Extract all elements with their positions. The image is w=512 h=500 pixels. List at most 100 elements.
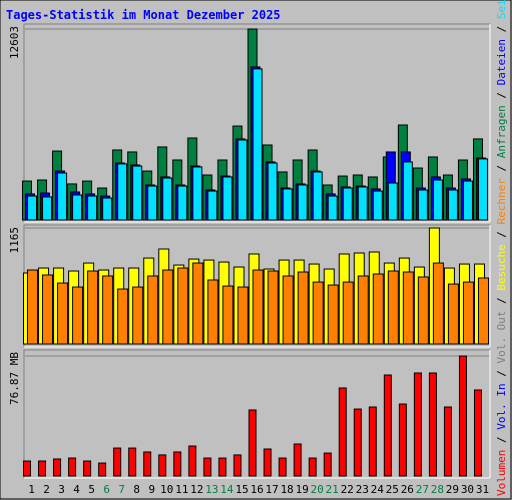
bar	[383, 374, 392, 477]
bar	[432, 179, 443, 221]
bar	[57, 282, 69, 345]
legend-entry: Besuche	[495, 244, 508, 290]
bar	[357, 275, 369, 345]
y-tick-label: 1165	[8, 227, 21, 254]
bar	[417, 189, 428, 221]
bar	[372, 190, 383, 221]
bar	[327, 284, 339, 345]
x-tick-label: 17	[265, 483, 278, 496]
bar	[282, 275, 294, 345]
legend-entry: Vol. In	[495, 383, 508, 429]
x-tick-label: 16	[250, 483, 263, 496]
bar	[308, 457, 317, 477]
bar	[372, 273, 384, 345]
x-tick-label: 31	[476, 483, 489, 496]
bar	[72, 286, 84, 345]
bar	[177, 267, 189, 345]
x-tick-label: 29	[446, 483, 459, 496]
bar	[192, 166, 203, 221]
bar	[323, 452, 332, 477]
legend-entry: Seiten	[495, 0, 508, 19]
x-tick-label: 19	[295, 483, 308, 496]
x-tick-label: 9	[148, 483, 155, 496]
bar	[282, 188, 293, 221]
bar	[477, 277, 489, 345]
x-tick-label: 30	[461, 483, 474, 496]
bar	[443, 406, 452, 477]
x-tick-label: 24	[371, 483, 385, 496]
bar	[248, 409, 257, 477]
x-tick-label: 5	[88, 483, 95, 496]
y-tick-label: 76.87 MB	[8, 352, 21, 405]
bar	[237, 139, 248, 221]
bar	[477, 158, 488, 221]
bar	[252, 68, 263, 221]
bar	[368, 406, 377, 477]
bar	[128, 447, 137, 477]
bar	[162, 269, 174, 345]
x-tick-label: 12	[190, 483, 203, 496]
bar	[147, 275, 159, 345]
bar	[207, 190, 218, 221]
x-tick-label: 7	[118, 483, 125, 496]
bar	[267, 270, 279, 345]
bar	[83, 460, 92, 477]
bar	[188, 445, 197, 477]
bar	[417, 276, 429, 345]
legend: Volumen / Vol. In / Vol. Out / Besuche /…	[495, 0, 508, 496]
bar	[117, 163, 128, 221]
bar	[267, 162, 278, 221]
legend-entry: Anfragen	[495, 105, 508, 158]
bar	[158, 454, 167, 477]
bar	[312, 171, 323, 221]
bar	[297, 184, 308, 221]
bar	[297, 271, 309, 345]
chart-title: Tages-Statistik im Monat Dezember 2025	[6, 8, 281, 22]
bar	[147, 185, 158, 221]
bar	[357, 186, 368, 221]
x-tick-label: 23	[356, 483, 369, 496]
bar	[132, 286, 144, 345]
x-tick-label: 1	[28, 483, 35, 496]
legend-separator: /	[495, 430, 508, 450]
x-tick-label: 26	[401, 483, 414, 496]
bar	[98, 462, 107, 477]
bar	[42, 274, 54, 345]
bar	[27, 269, 39, 345]
x-tick-label: 3	[58, 483, 65, 496]
bar	[102, 197, 113, 221]
bar	[38, 460, 47, 477]
legend-entry: Dateien	[495, 39, 508, 85]
bar	[23, 460, 32, 477]
bar	[398, 403, 407, 477]
bar	[473, 389, 482, 477]
bar	[447, 189, 458, 221]
bar	[428, 372, 437, 477]
legend-entry: Rechner	[495, 178, 508, 225]
bar	[233, 454, 242, 477]
bar	[87, 195, 98, 221]
x-tick-label: 22	[341, 483, 354, 496]
x-tick-label: 11	[175, 483, 188, 496]
x-tick-label: 4	[73, 483, 80, 496]
bar	[402, 161, 413, 221]
bar	[432, 262, 444, 345]
bar	[278, 457, 287, 477]
x-tick-label: 28	[431, 483, 444, 496]
bar	[143, 451, 152, 477]
bar	[113, 447, 122, 477]
bar	[413, 372, 422, 477]
bar	[387, 182, 398, 221]
legend-entry: Vol. Out	[495, 311, 508, 364]
bar	[342, 187, 353, 221]
bar	[387, 270, 399, 345]
x-tick-label: 18	[280, 483, 293, 496]
bar	[402, 271, 414, 345]
bar	[338, 387, 347, 477]
bar	[87, 270, 99, 345]
legend-separator: /	[495, 224, 508, 244]
bar	[68, 457, 77, 477]
x-tick-label: 8	[133, 483, 140, 496]
bar	[57, 172, 68, 221]
x-tick-label: 10	[160, 483, 173, 496]
